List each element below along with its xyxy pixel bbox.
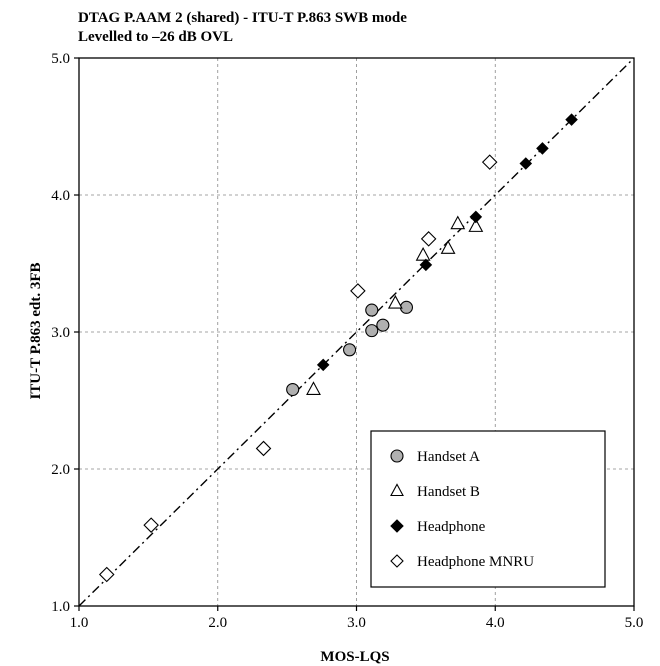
- point-handset-a: [365, 324, 379, 338]
- point-handset-a: [376, 318, 390, 332]
- x-axis-ticks: 1.0 2.0 3.0 4.0 5.0: [70, 606, 644, 631]
- point-handset-b: [387, 294, 403, 309]
- x-tick-label: 2.0: [208, 615, 227, 631]
- point-headphone-mnru: [98, 566, 115, 583]
- y-axis-ticks: 1.0 2.0 3.0 4.0 5.0: [51, 51, 79, 615]
- x-tick-label: 5.0: [625, 615, 644, 631]
- x-axis-label: MOS-LQS: [320, 649, 389, 665]
- point-headphone-mnru: [420, 231, 437, 247]
- y-tick-label: 2.0: [51, 462, 70, 478]
- legend-marker-handset-a: [390, 449, 404, 463]
- point-handset-b: [468, 218, 484, 232]
- x-tick-label: 4.0: [486, 615, 505, 631]
- x-tick-label: 3.0: [347, 615, 366, 631]
- point-handset-b: [415, 246, 431, 261]
- legend-label-headphone: Headphone: [417, 519, 486, 535]
- legend-box: [370, 430, 606, 588]
- data-points: [98, 113, 578, 583]
- x-tick-label: 1.0: [70, 615, 89, 631]
- y-tick-label: 3.0: [51, 325, 70, 341]
- y-tick-label: 5.0: [51, 51, 70, 67]
- legend-label-handset-a: Handset A: [417, 449, 480, 465]
- point-handset-b: [440, 240, 456, 254]
- legend-marker-handset-b: [390, 483, 404, 497]
- chart-subtitle: Levelled to –26 dB OVL: [78, 29, 233, 45]
- point-headphone: [565, 113, 578, 126]
- chart-title: DTAG P.AAM 2 (shared) - ITU-T P.863 SWB …: [78, 10, 407, 26]
- point-headphone-mnru: [350, 283, 366, 299]
- y-tick-label: 1.0: [51, 599, 70, 615]
- point-handset-a: [365, 303, 379, 317]
- point-headphone: [519, 157, 533, 170]
- point-handset-a: [399, 300, 414, 314]
- legend-label-headphone-mnru: Headphone MNRU: [417, 554, 534, 570]
- legend-marker-headphone: [390, 519, 404, 533]
- point-handset-b: [306, 381, 321, 395]
- legend-label-handset-b: Handset B: [417, 484, 480, 500]
- point-headphone-mnru: [143, 517, 159, 533]
- point-headphone: [419, 258, 433, 272]
- point-headphone: [316, 358, 330, 372]
- y-tick-label: 4.0: [51, 188, 70, 204]
- point-handset-a: [286, 382, 300, 397]
- point-headphone: [469, 210, 483, 224]
- point-headphone: [536, 142, 549, 155]
- point-headphone-mnru: [481, 154, 498, 170]
- legend: Handset A Handset B Headphone Headphone MNR…: [370, 430, 606, 588]
- legend-marker-headphone-mnru: [390, 554, 404, 568]
- point-handset-a: [343, 343, 357, 357]
- y-axis-label: ITU-T P.863 edt. 3FB: [28, 262, 44, 399]
- point-handset-b: [450, 215, 466, 230]
- point-headphone-mnru: [255, 440, 272, 457]
